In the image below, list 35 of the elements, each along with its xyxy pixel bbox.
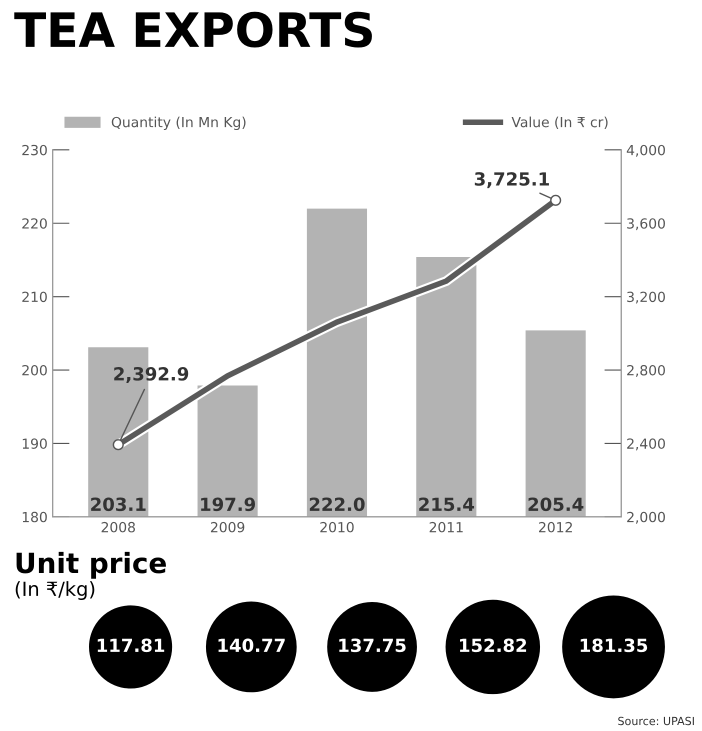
y2-tick-label: 4,000: [626, 144, 665, 157]
y2-tick-label: 2,400: [627, 438, 665, 450]
data-label: 222.0: [310, 497, 365, 512]
y-tick-label: 180: [22, 512, 47, 522]
x-tick-label: 2012: [539, 522, 572, 532]
text: Unit price: [16, 552, 166, 579]
x-tick-label: 2009: [210, 522, 244, 532]
data-label: 181.35: [580, 638, 648, 652]
y2-tick-label: 2,800: [627, 365, 665, 377]
y2-tick-label: 2,000: [627, 512, 665, 524]
data-label: 152.82: [460, 638, 526, 652]
data-label: 205.4: [528, 497, 584, 512]
data-label: 2,392.9: [114, 367, 188, 383]
text: (In ₹/kg): [16, 581, 94, 600]
data-label: 215.4: [419, 497, 474, 512]
data-label: 197.9: [201, 497, 256, 512]
y-tick-label: 200: [22, 365, 47, 376]
x-tick-label: 2010: [320, 522, 354, 532]
data-label: 3,725.1: [474, 172, 549, 188]
x-tick-label: 2011: [430, 522, 463, 532]
data-label: 203.1: [91, 497, 146, 512]
data-label: 137.75: [339, 638, 406, 652]
data-label: 117.81: [98, 638, 164, 652]
y-tick-label: 220: [22, 218, 47, 229]
chart-title: TEA EXPORTS: [14, 12, 372, 48]
x-tick-label: 2008: [102, 522, 135, 532]
y-tick-label: 210: [22, 292, 47, 302]
y2-tick-label: 3,600: [627, 218, 665, 230]
y-tick-label: 230: [22, 144, 47, 156]
source-note: Source: UPASI: [618, 716, 694, 726]
y-tick-label: 190: [22, 438, 47, 449]
y2-tick-label: 3,200: [627, 292, 665, 304]
legend-label: Quantity (In Mn Kg): [112, 116, 246, 130]
data-label: 140.77: [218, 638, 285, 652]
legend-label: Value (In ₹ cr): [512, 116, 608, 129]
